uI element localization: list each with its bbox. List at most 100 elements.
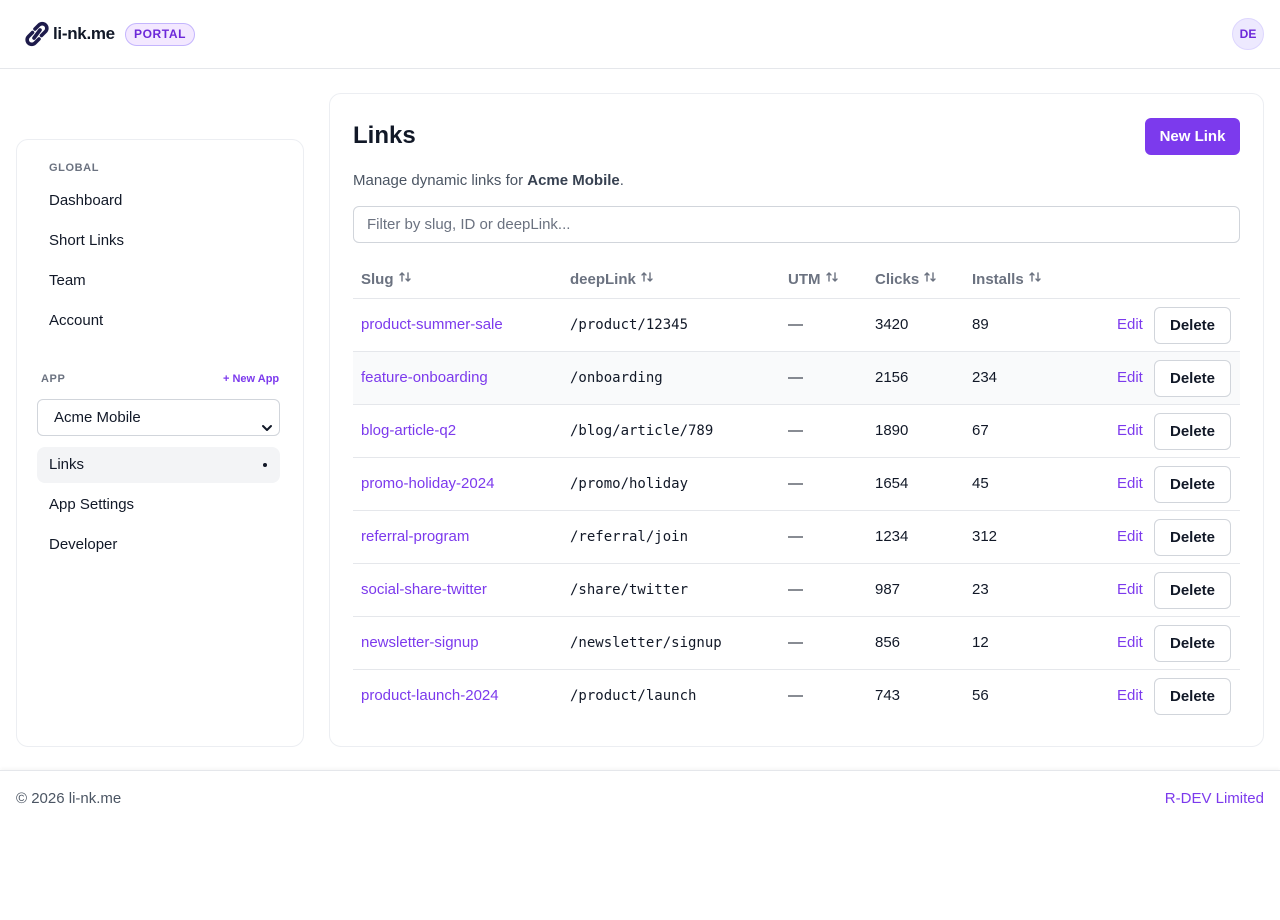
row-delete-button[interactable]: Delete: [1154, 413, 1231, 450]
subtitle-app-name: Acme Mobile: [527, 172, 620, 189]
row-slug-link[interactable]: feature-onboarding: [361, 369, 488, 386]
row-deeplink: /referral/join: [570, 529, 689, 545]
row-delete-button[interactable]: Delete: [1154, 572, 1231, 609]
table-row: newsletter-signup /newsletter/signup — 8…: [353, 617, 1240, 670]
row-delete-button[interactable]: Delete: [1154, 519, 1231, 556]
row-slug-link[interactable]: blog-article-q2: [361, 422, 457, 439]
column-header-label: Installs: [972, 270, 1024, 288]
row-clicks: 1234: [875, 528, 909, 545]
row-slug-link[interactable]: promo-holiday-2024: [361, 475, 495, 492]
row-slug-link[interactable]: product-summer-sale: [361, 316, 503, 333]
table-row: product-launch-2024 /product/launch — 74…: [353, 670, 1240, 723]
row-edit-link[interactable]: Edit: [1117, 475, 1143, 492]
row-delete-button[interactable]: Delete: [1154, 360, 1231, 397]
row-edit-link[interactable]: Edit: [1117, 581, 1143, 598]
brand-logo[interactable]: li-nk.me: [24, 20, 115, 48]
row-edit-link[interactable]: Edit: [1117, 687, 1143, 704]
row-installs: 23: [972, 581, 989, 598]
sort-icon: [636, 270, 654, 288]
sidebar-item-short-links[interactable]: Short Links: [49, 232, 125, 249]
column-header-clicks[interactable]: Clicks: [875, 270, 937, 288]
row-clicks: 856: [875, 634, 901, 651]
row-utm: —: [788, 369, 803, 386]
sidebar-item-dashboard[interactable]: Dashboard: [49, 192, 123, 209]
row-edit-link[interactable]: Edit: [1117, 369, 1143, 386]
table-row: promo-holiday-2024 /promo/holiday — 1654…: [353, 458, 1240, 511]
new-link-button[interactable]: New Link: [1145, 118, 1240, 155]
app-select[interactable]: Acme Mobile: [37, 399, 280, 436]
links-table: Slug deepLink UTM Clicks Installs produc…: [353, 258, 1240, 723]
column-header-slug[interactable]: Slug: [361, 270, 412, 288]
chevron-down-icon: [261, 412, 273, 447]
column-header-label: Slug: [361, 270, 394, 288]
chain-link-icon: [24, 20, 50, 48]
row-deeplink: /share/twitter: [570, 582, 689, 598]
row-installs: 12: [972, 634, 989, 651]
row-edit-link[interactable]: Edit: [1117, 528, 1143, 545]
column-header-installs[interactable]: Installs: [972, 270, 1042, 288]
portal-badge: PORTAL: [125, 23, 196, 46]
row-delete-button[interactable]: Delete: [1154, 307, 1231, 344]
column-header-label: deepLink: [570, 270, 636, 288]
row-deeplink: /product/launch: [570, 688, 697, 704]
page-title: Links: [353, 122, 416, 149]
row-installs: 312: [972, 528, 998, 545]
row-utm: —: [788, 316, 803, 333]
row-slug-link[interactable]: social-share-twitter: [361, 581, 487, 598]
sidebar-item-links[interactable]: Links: [37, 447, 280, 483]
row-slug-link[interactable]: product-launch-2024: [361, 687, 499, 704]
filter-input[interactable]: Filter by slug, ID or deepLink...: [353, 206, 1240, 243]
sort-icon: [919, 270, 937, 288]
copyright-text: © 2026 li-nk.me: [16, 790, 122, 807]
page-subtitle: Manage dynamic links for Acme Mobile.: [353, 172, 624, 189]
sort-icon: [1024, 270, 1042, 288]
column-header-label: Clicks: [875, 270, 920, 288]
sidebar-item-app-settings[interactable]: App Settings: [49, 496, 135, 513]
row-utm: —: [788, 687, 803, 704]
sort-icon: [821, 270, 839, 288]
global-section-label: GLOBAL: [49, 162, 100, 174]
row-delete-button[interactable]: Delete: [1154, 466, 1231, 503]
sidebar-item-team[interactable]: Team: [49, 272, 86, 289]
column-header-deeplink[interactable]: deepLink: [570, 270, 654, 288]
table-header: Slug deepLink UTM Clicks Installs: [353, 258, 1240, 299]
row-utm: —: [788, 528, 803, 545]
table-row: feature-onboarding /onboarding — 2156 23…: [353, 352, 1240, 405]
column-header-utm[interactable]: UTM: [788, 270, 839, 288]
row-delete-button[interactable]: Delete: [1154, 625, 1231, 662]
sidebar-item-account[interactable]: Account: [49, 312, 104, 329]
row-installs: 67: [972, 422, 989, 439]
row-clicks: 987: [875, 581, 901, 598]
row-deeplink: /promo/holiday: [570, 476, 689, 492]
sort-icon: [394, 270, 412, 288]
row-installs: 89: [972, 316, 989, 333]
row-delete-button[interactable]: Delete: [1154, 678, 1231, 715]
row-clicks: 743: [875, 687, 901, 704]
footer: © 2026 li-nk.me R-DEV Limited: [0, 770, 1280, 826]
brand-name: li-nk.me: [53, 24, 115, 43]
row-edit-link[interactable]: Edit: [1117, 316, 1143, 333]
company-link[interactable]: R-DEV Limited: [1164, 790, 1264, 807]
row-utm: —: [788, 634, 803, 651]
sidebar-item-developer[interactable]: Developer: [49, 536, 118, 553]
user-avatar[interactable]: DE: [1232, 18, 1264, 50]
subtitle-prefix: Manage dynamic links for: [353, 172, 528, 189]
subtitle-suffix: .: [619, 172, 624, 189]
new-app-link[interactable]: + New App: [223, 373, 280, 385]
row-slug-link[interactable]: referral-program: [361, 528, 470, 545]
row-deeplink: /blog/article/789: [570, 423, 714, 439]
row-edit-link[interactable]: Edit: [1117, 634, 1143, 651]
table-row: product-summer-sale /product/12345 — 342…: [353, 299, 1240, 352]
column-header-label: UTM: [788, 270, 821, 288]
row-clicks: 3420: [875, 316, 909, 333]
row-utm: —: [788, 581, 803, 598]
row-edit-link[interactable]: Edit: [1117, 422, 1143, 439]
row-slug-link[interactable]: newsletter-signup: [361, 634, 479, 651]
row-deeplink: /newsletter/signup: [570, 635, 722, 651]
row-clicks: 1890: [875, 422, 909, 439]
table-row: blog-article-q2 /blog/article/789 — 1890…: [353, 405, 1240, 458]
row-installs: 56: [972, 687, 989, 704]
row-installs: 45: [972, 475, 989, 492]
row-utm: —: [788, 422, 803, 439]
row-clicks: 1654: [875, 475, 909, 492]
